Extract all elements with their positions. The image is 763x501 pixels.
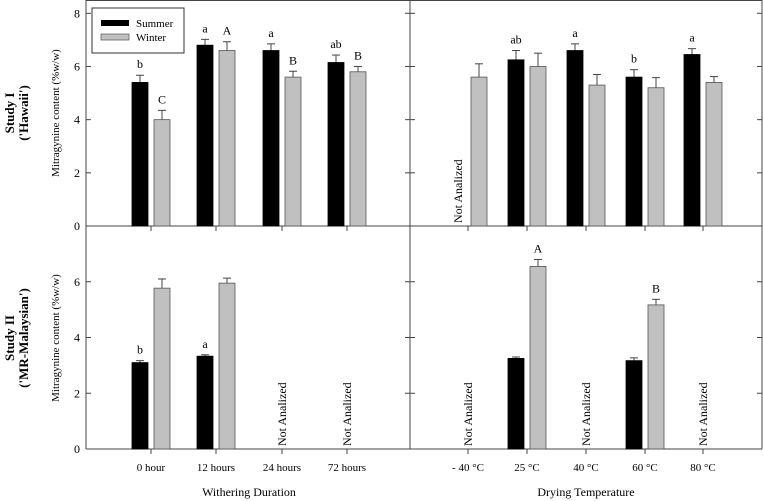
bar-summer [327,62,345,227]
y-tick-label: 0 [74,219,80,233]
bar-summer [625,76,643,227]
bar-winter [470,76,488,227]
x-tick-label: 12 hours [197,462,235,474]
significance-letter: b [137,57,143,71]
bar-summer [196,44,214,227]
y-tick-label: 6 [74,59,80,73]
row-label-study-1: Study I ('Hawaii') [2,85,31,141]
x-axis-label-drying: Drying Temperature [537,485,634,499]
not-analyzed-annotation: Not Analized [451,159,465,223]
svg-text:('Hawaii'): ('Hawaii') [16,85,31,141]
significance-letter: b [631,52,637,66]
bar-winter [647,304,665,450]
bar-summer [566,50,584,227]
x-tick-label: 25 °C [514,462,540,474]
row-label-study-2: Study II ('MR-Malaysian') [2,288,31,388]
y-axis-label-top: Mitragynine content (%w/w) [50,49,62,177]
y-tick-label: 6 [74,275,80,289]
y-axis-label-bottom: Mitragynine content (%w/w) [50,274,62,402]
legend-label-summer: Summer [136,18,174,30]
significance-letter: b [137,343,143,357]
significance-letter: a [572,26,578,40]
bar-winter [647,87,665,227]
significance-letter: ab [330,37,341,51]
bar-summer [507,59,525,227]
significance-letter: a [268,26,274,40]
significance-letter: C [158,92,166,106]
legend-label-winter: Winter [136,32,166,44]
bar-winter [529,66,547,227]
y-tick-label: 8 [74,6,80,20]
x-tick-label: 60 °C [632,462,658,474]
significance-letter: a [689,31,695,45]
svg-text:Study II: Study II [2,315,17,361]
y-tick-label: 4 [74,113,80,127]
y-tick-label: 2 [74,166,80,180]
bar-summer [683,54,701,227]
significance-letter: a [202,21,208,35]
not-analyzed-annotation: Not Analized [461,382,475,446]
legend: Summer Winter [91,7,185,54]
x-axis-label-withering: Withering Duration [202,485,296,499]
bar-winter [529,266,547,450]
legend-swatch-winter [100,33,130,41]
bar-winter [218,282,236,450]
x-tick-label: 24 hours [263,462,301,474]
bar-winter [705,82,723,227]
bar-winter [349,71,367,227]
bar-summer [196,355,214,450]
not-analyzed-annotation: Not Analized [340,382,354,446]
y-tick-label: 4 [74,331,80,345]
x-tick-label: 0 hour [137,462,166,474]
significance-letter: ab [510,33,521,47]
significance-letter: a [202,337,208,351]
legend-swatch-summer [101,20,129,26]
y-tick-label: 0 [74,442,80,456]
bar-summer [262,50,280,227]
not-analyzed-annotation: Not Analized [275,382,289,446]
svg-text:('MR-Malaysian'): ('MR-Malaysian') [16,288,31,388]
x-tick-label: 72 hours [328,462,366,474]
y-tick-label: 2 [74,386,80,400]
significance-letter: B [354,48,362,62]
bar-winter [284,76,302,227]
significance-letter: A [534,241,543,255]
significance-letter: B [289,53,297,67]
bar-winter [153,119,171,227]
bar-summer [625,360,643,450]
bar-winter [588,84,606,227]
bar-summer [507,358,525,450]
x-tick-label: 80 °C [690,462,716,474]
svg-text:Study I: Study I [2,93,17,134]
bar-winter [218,50,236,227]
x-tick-label: - 40 °C [452,462,484,474]
significance-letter: A [223,24,232,38]
not-analyzed-annotation: Not Analized [579,382,593,446]
significance-letter: B [652,281,660,295]
bar-summer [131,362,149,450]
x-tick-label: 40 °C [573,462,599,474]
not-analyzed-annotation: Not Analized [696,382,710,446]
bar-winter [153,287,171,450]
bar-summer [131,82,149,227]
